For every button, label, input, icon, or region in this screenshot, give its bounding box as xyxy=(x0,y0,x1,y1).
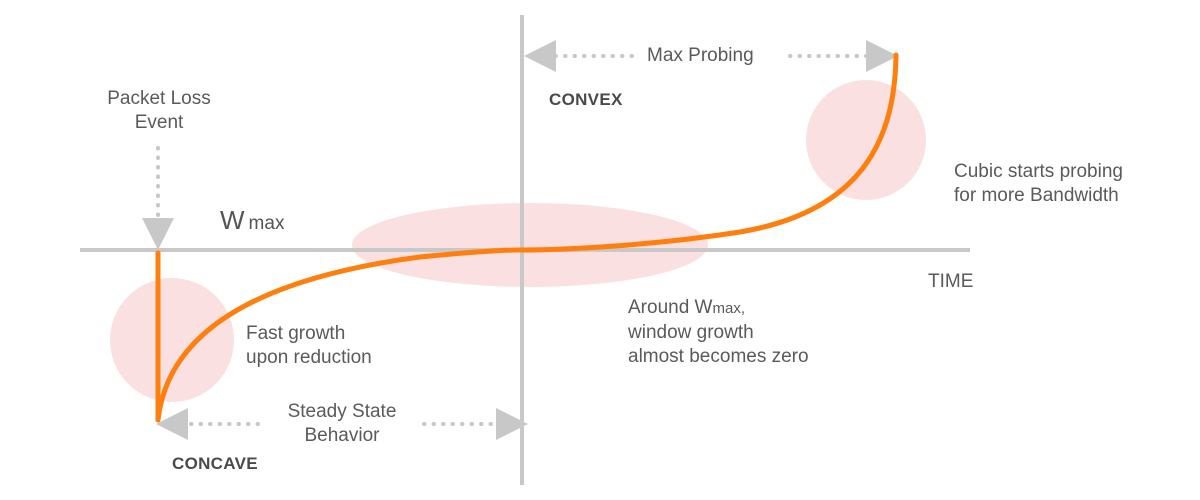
cubic-line-2: for more Bandwidth xyxy=(954,185,1119,206)
steady-state-line-2: Behavior xyxy=(304,425,380,446)
around-wmax-line-2: window growth xyxy=(628,322,754,343)
steady-state-label: Steady State Behavior xyxy=(270,400,414,448)
wmax-subscript: max xyxy=(248,213,285,234)
around-wmax-line-1: Around Wmax, xyxy=(628,296,809,321)
packet-loss-event-label: Packet Loss Event xyxy=(88,87,230,135)
fast-growth-annotation: Fast growth upon reduction xyxy=(246,322,372,370)
cubic-window-curve xyxy=(155,52,899,423)
cubic-line-1: Cubic starts probing xyxy=(954,161,1123,182)
packet-loss-line-1: Packet Loss xyxy=(107,88,211,109)
concave-label: CONCAVE xyxy=(172,454,258,473)
fast-growth-line-2: upon reduction xyxy=(246,347,372,368)
steady-state-line-1: Steady State xyxy=(287,401,397,422)
convex-label: CONVEX xyxy=(549,90,623,109)
around-wmax-subscript: max, xyxy=(712,300,745,317)
probing-highlight-circle xyxy=(806,80,926,200)
around-wmax-annotation: Around Wmax, window growth almost become… xyxy=(628,296,809,369)
cubic-probing-annotation: Cubic starts probing for more Bandwidth xyxy=(954,160,1123,208)
wmax-w: W xyxy=(220,205,245,235)
reduction-highlight-circle xyxy=(110,278,234,402)
around-wmax-line-3: almost becomes zero xyxy=(628,346,809,367)
around-prefix: Around W xyxy=(628,297,713,318)
plateau-highlight-ellipse xyxy=(352,203,708,287)
max-probing-label: Max Probing xyxy=(647,45,754,66)
time-axis-label: TIME xyxy=(928,271,974,292)
fast-growth-line-1: Fast growth xyxy=(246,323,346,344)
packet-loss-line-2: Event xyxy=(134,112,184,133)
